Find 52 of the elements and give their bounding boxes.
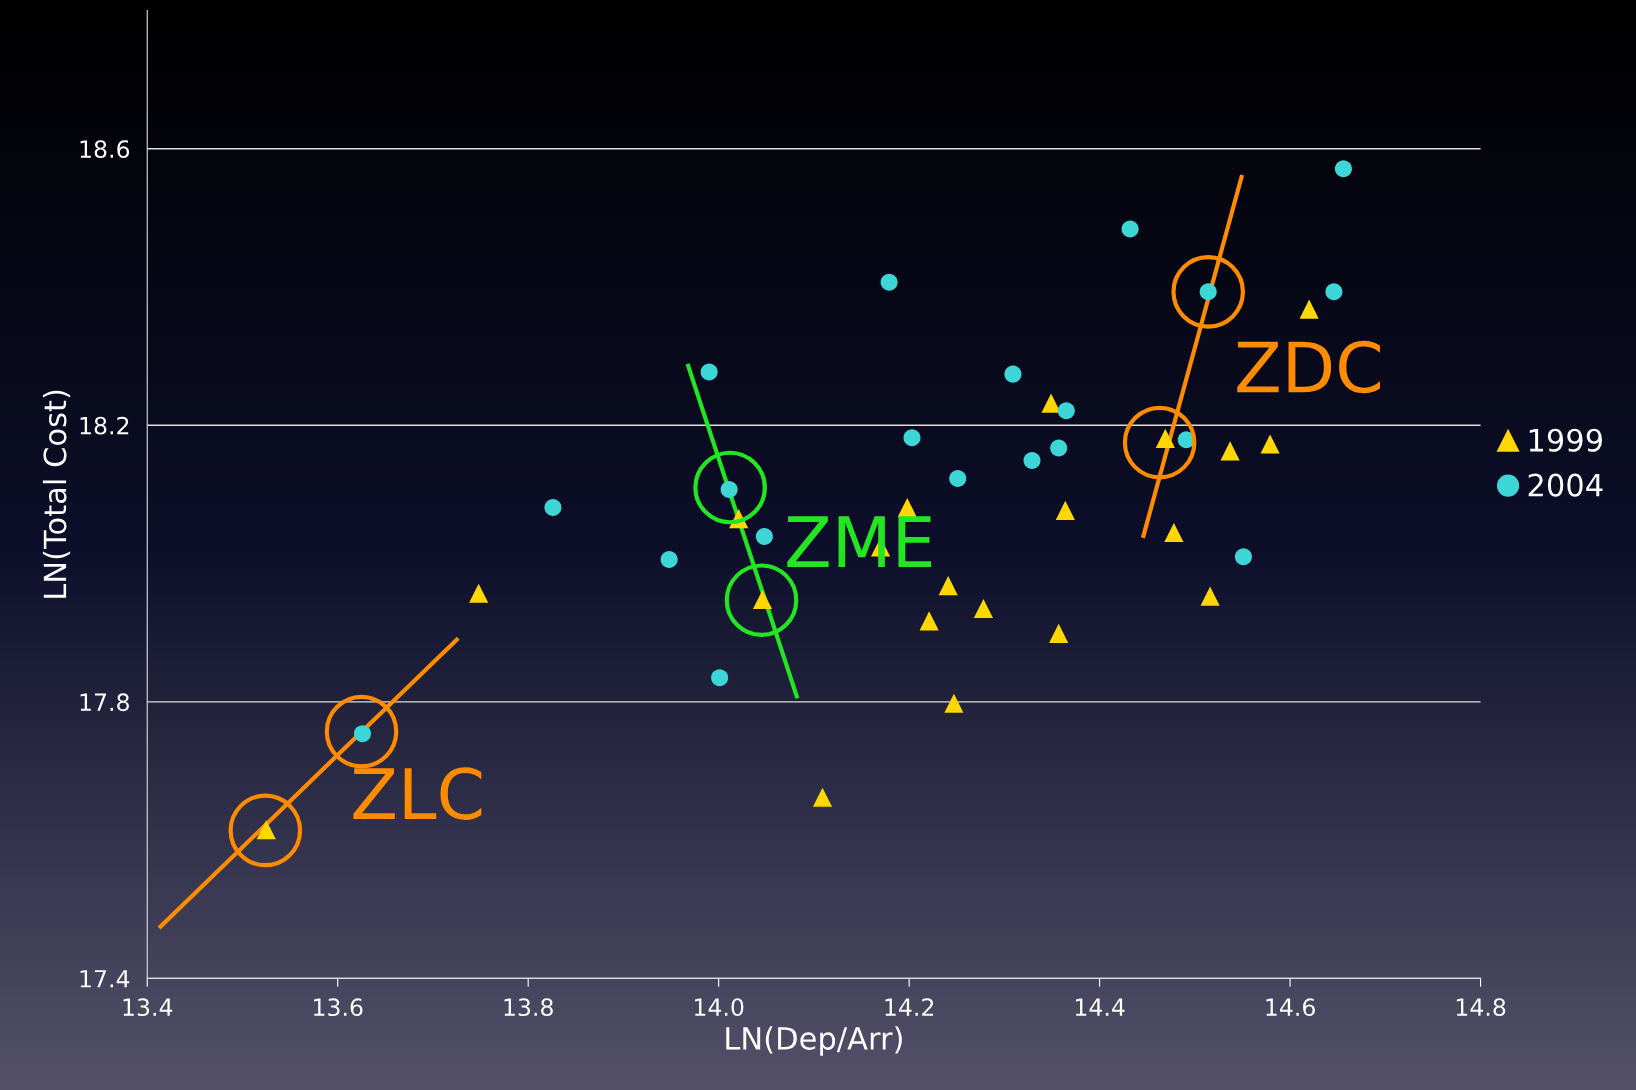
y-tick-label: 17.8 [80, 693, 129, 712]
point [1234, 548, 1252, 566]
x-tick-label: 13.4 [123, 998, 173, 1017]
x-tick-label: 14.8 [1456, 998, 1506, 1017]
x-tick-label: 13.6 [314, 998, 363, 1017]
series-label: ZME [787, 516, 932, 567]
point [1199, 283, 1217, 301]
point [469, 583, 489, 603]
point [1260, 434, 1280, 454]
x-tick-label: 14.4 [1075, 998, 1125, 1016]
x-tick-label: 14.2 [885, 998, 934, 1016]
y-tick-label: 17.4 [80, 970, 130, 988]
point [1049, 623, 1069, 643]
point [1041, 393, 1061, 413]
point [919, 611, 939, 631]
x-axis-title: LN(Dep/Arr) [726, 1026, 902, 1056]
point [700, 363, 718, 381]
point [1299, 299, 1319, 319]
point [938, 576, 958, 596]
point [353, 725, 371, 743]
point [1325, 283, 1343, 301]
series-label: ZDC [1237, 340, 1380, 394]
y-axis-title: LN(Total Cost) [42, 390, 71, 598]
series-label: ZLC [353, 767, 482, 820]
point [1023, 452, 1041, 470]
point [660, 550, 678, 568]
x-tick-label: 14.0 [694, 998, 744, 1017]
point [944, 693, 964, 713]
point [1121, 220, 1139, 238]
point [544, 499, 562, 517]
point [949, 470, 967, 488]
point [720, 481, 738, 499]
y-tick-label: 18.6 [80, 140, 130, 159]
point [903, 429, 921, 447]
point [1055, 500, 1075, 520]
point [755, 528, 773, 546]
point [812, 787, 833, 807]
point [1164, 522, 1184, 543]
point [1004, 365, 1022, 383]
point [1050, 439, 1068, 457]
legend-label: 1999 [1529, 428, 1603, 452]
point [880, 273, 898, 291]
x-tick-label: 14.6 [1266, 998, 1315, 1017]
point [1334, 160, 1352, 178]
x-tick-label: 13.8 [504, 998, 553, 1017]
y-tick-label: 18.2 [80, 416, 129, 435]
point [973, 598, 994, 619]
point [1200, 586, 1220, 606]
legend-label: 2004 [1528, 473, 1603, 497]
point [711, 669, 729, 687]
point [1057, 402, 1075, 420]
point [1220, 441, 1240, 461]
